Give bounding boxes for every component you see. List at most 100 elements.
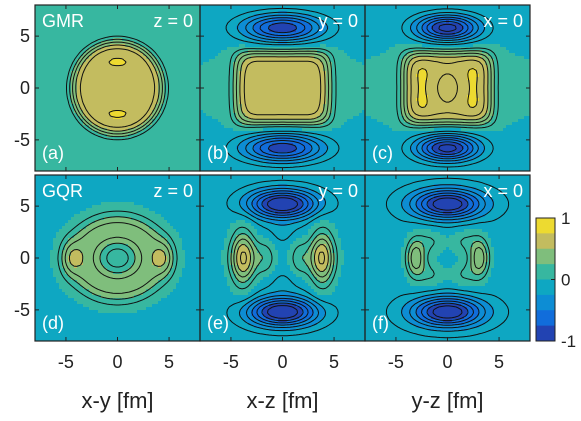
colorbar: 1 0 -1 <box>535 209 576 351</box>
contour-line <box>230 233 335 283</box>
panel-a-contours <box>66 35 169 141</box>
contour-line <box>421 192 474 324</box>
panel-plane-label: x = 0 <box>483 181 523 201</box>
panel-c-field <box>365 5 530 171</box>
contour-line <box>57 210 178 306</box>
contour-line <box>228 48 337 128</box>
contour-line <box>245 14 320 162</box>
panel-tag: (f) <box>372 313 389 333</box>
colorbar-tick-label: 0 <box>561 271 570 290</box>
contour-line <box>403 52 492 124</box>
x-axis-label: x-z [fm] <box>246 388 318 413</box>
panel-e-field <box>200 175 365 341</box>
x-tick-label: 5 <box>329 352 339 372</box>
y-tick-label: 5 <box>20 196 30 216</box>
contour-line <box>226 179 339 337</box>
contour-line <box>409 187 486 329</box>
y-tick-label: 0 <box>20 248 30 268</box>
contour-line <box>259 19 306 157</box>
x-axis-label: y-z [fm] <box>411 388 483 413</box>
row-label: GQR <box>42 181 83 201</box>
contour-line <box>75 44 160 132</box>
panel-b-field <box>200 5 365 171</box>
y-tick-label: 0 <box>20 78 30 98</box>
contour-line <box>421 16 474 160</box>
contour-line <box>235 53 330 123</box>
contour-line <box>401 184 494 332</box>
contour-line <box>238 184 327 332</box>
panel-plane-label: y = 0 <box>318 181 358 201</box>
x-tick-label: 0 <box>112 352 122 372</box>
contour-line <box>267 22 298 154</box>
panel-f-field <box>365 175 530 341</box>
contour-line <box>243 60 322 116</box>
x-tick-label: 5 <box>494 352 504 372</box>
colorbar-tick-label: -1 <box>561 332 576 351</box>
contour-line <box>66 35 169 141</box>
contour-line <box>385 177 510 339</box>
contour-line <box>68 249 167 267</box>
colorbar-band <box>536 248 555 265</box>
colorbar-band <box>536 233 555 250</box>
panel-tag: (b) <box>207 143 229 163</box>
panel-plane-label: z = 0 <box>153 181 193 201</box>
contour-line <box>426 194 469 322</box>
panel-e-contours <box>226 179 339 337</box>
contour-line <box>72 41 163 135</box>
contour-line <box>239 56 326 120</box>
contour-line <box>410 246 485 270</box>
y-tick-label: 5 <box>20 26 30 46</box>
panel-b-contours <box>225 7 340 169</box>
panel-tag: (c) <box>372 143 393 163</box>
contour-line <box>416 14 479 162</box>
contour-line <box>407 240 488 276</box>
contour-line <box>245 187 320 328</box>
contour-line <box>79 48 156 128</box>
panel-tag: (e) <box>207 313 229 333</box>
contour-line <box>256 192 309 324</box>
panel-plane-label: z = 0 <box>153 11 193 31</box>
contour-line <box>404 235 491 281</box>
panel-a-field <box>35 5 200 171</box>
panel-f-contours <box>385 177 510 339</box>
x-tick-label: 0 <box>277 352 287 372</box>
contour-line <box>396 47 499 129</box>
colorbar-band <box>536 264 555 280</box>
contour-line <box>233 238 332 278</box>
contour-line <box>236 244 329 272</box>
contour-panels <box>35 5 530 341</box>
x-tick-label: -5 <box>223 352 239 372</box>
panel-c-contours <box>396 8 499 168</box>
contour-line <box>252 17 313 159</box>
contour-line <box>401 8 494 168</box>
panel-plane-label: y = 0 <box>318 11 358 31</box>
contour-line <box>225 7 340 169</box>
colorbar-band <box>536 218 555 234</box>
x-tick-label: -5 <box>388 352 404 372</box>
panel-tag: (a) <box>42 143 64 163</box>
panel-d-field <box>35 175 200 341</box>
contour-line <box>261 194 304 322</box>
colorbar-band <box>536 325 555 342</box>
x-tick-label: 0 <box>442 352 452 372</box>
contour-line <box>64 222 171 294</box>
contour-line <box>232 50 333 126</box>
colorbar-band <box>536 310 555 327</box>
panel-plane-label: x = 0 <box>483 11 523 31</box>
row-label: GMR <box>42 11 84 31</box>
contour-line <box>240 251 325 265</box>
colorbar-band <box>536 279 555 296</box>
x-tick-label: -5 <box>58 352 74 372</box>
colorbar-tick-label: 1 <box>561 209 570 228</box>
contour-line <box>236 11 329 165</box>
contour-line <box>415 190 480 326</box>
panel-d-contours <box>57 210 178 306</box>
contour-line <box>227 226 338 290</box>
contour-line <box>410 59 485 117</box>
contour-line <box>432 197 463 319</box>
y-tick-label: -5 <box>14 130 30 150</box>
y-tick-label: -5 <box>14 300 30 320</box>
panel-tag: (d) <box>42 313 64 333</box>
contour-line <box>266 197 299 319</box>
